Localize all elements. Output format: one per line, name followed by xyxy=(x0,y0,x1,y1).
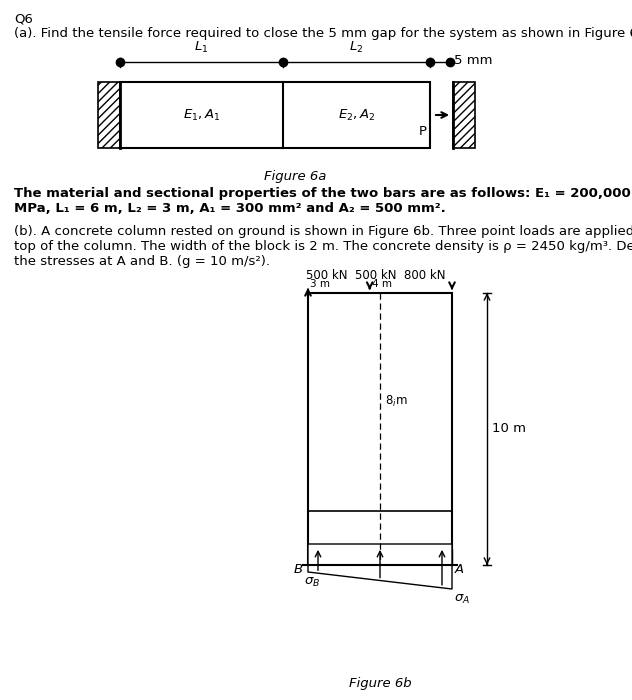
Text: (b). A concrete column rested on ground is shown in Figure 6b. Three point loads: (b). A concrete column rested on ground … xyxy=(14,225,632,238)
Text: Figure 6a: Figure 6a xyxy=(264,170,326,183)
Bar xyxy=(283,82,430,148)
Text: $E_1, A_1$: $E_1, A_1$ xyxy=(183,108,220,122)
Text: (a). Find the tensile force required to close the 5 mm gap for the system as sho: (a). Find the tensile force required to … xyxy=(14,27,632,40)
Text: $\sigma_B$: $\sigma_B$ xyxy=(304,576,320,589)
Text: Figure 6b: Figure 6b xyxy=(349,677,411,690)
Bar xyxy=(308,549,452,565)
Text: $L_2$: $L_2$ xyxy=(349,40,363,55)
Text: Q6: Q6 xyxy=(14,13,33,26)
Text: 4 m: 4 m xyxy=(372,279,392,289)
Text: $L_1$: $L_1$ xyxy=(194,40,209,55)
Bar xyxy=(453,82,475,148)
Polygon shape xyxy=(308,544,452,589)
Text: MPa, L₁ = 6 m, L₂ = 3 m, A₁ = 300 mm² and A₂ = 500 mm².: MPa, L₁ = 6 m, L₂ = 3 m, A₁ = 300 mm² an… xyxy=(14,202,446,215)
Text: 10 m: 10 m xyxy=(492,423,526,435)
Text: 8$_i$m: 8$_i$m xyxy=(385,394,408,410)
Text: $B$: $B$ xyxy=(293,563,303,576)
Text: 3 m: 3 m xyxy=(310,279,330,289)
Text: $A$: $A$ xyxy=(454,563,465,576)
Text: top of the column. The width of the block is 2 m. The concrete density is ρ = 24: top of the column. The width of the bloc… xyxy=(14,240,632,253)
Text: $E_2, A_2$: $E_2, A_2$ xyxy=(338,108,375,122)
Bar xyxy=(98,82,120,148)
Bar xyxy=(308,293,452,565)
Text: the stresses at A and B. (g = 10 m/s²).: the stresses at A and B. (g = 10 m/s²). xyxy=(14,255,270,268)
Text: 500 kN  500 kN  800 kN: 500 kN 500 kN 800 kN xyxy=(306,269,446,282)
Text: The material and sectional properties of the two bars are as follows: E₁ = 200,0: The material and sectional properties of… xyxy=(14,187,632,200)
Text: 5 mm: 5 mm xyxy=(454,55,492,67)
Text: P: P xyxy=(419,125,427,138)
Text: $\sigma_A$: $\sigma_A$ xyxy=(454,593,470,606)
